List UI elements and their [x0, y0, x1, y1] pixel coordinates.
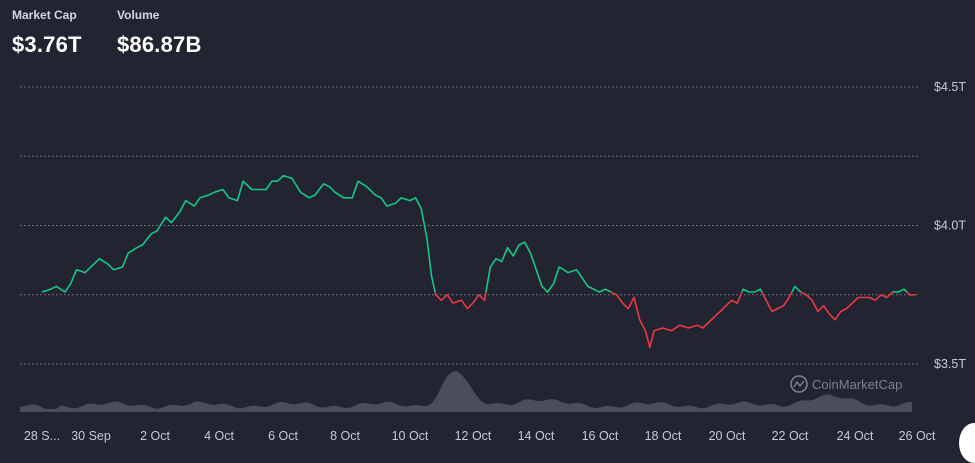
x-tick-label: 20 Oct	[709, 429, 746, 443]
x-tick-label: 8 Oct	[330, 429, 360, 443]
y-tick-label: $3.5T	[934, 357, 966, 371]
volume-value: $86.87B	[117, 32, 202, 57]
x-tick-label: 4 Oct	[204, 429, 234, 443]
price-line-down	[761, 291, 793, 313]
price-line-down	[906, 291, 916, 296]
watermark-text: CoinMarketCap	[812, 377, 902, 392]
market-cap-value: $3.76T	[12, 32, 82, 57]
volume-area	[20, 371, 912, 412]
x-tick-label: 26 Oct	[899, 429, 936, 443]
x-tick-label: 22 Oct	[772, 429, 809, 443]
price-line-up	[791, 285, 802, 293]
x-tick-label: 18 Oct	[645, 429, 682, 443]
y-tick-label: $4.5T	[934, 80, 966, 94]
coinmarketcap-logo-icon	[790, 375, 808, 393]
x-tick-label: 28 S...	[24, 429, 60, 443]
market-cap-label: Market Cap	[12, 8, 77, 22]
price-line-up	[485, 241, 612, 293]
coinmarketcap-logo-mark	[793, 380, 805, 388]
volume-label: Volume	[117, 8, 160, 22]
volume-stat: Volume $86.87B	[117, 8, 202, 58]
market-cap-stat: Market Cap $3.76T	[12, 8, 82, 58]
price-line-up	[741, 288, 763, 293]
price-line-up	[41, 174, 436, 293]
x-tick-label: 16 Oct	[582, 429, 619, 443]
market-cap-chart: $4.5T $4.0T $3.5T CoinMarketCap 28 S... 30 Se…	[20, 80, 966, 443]
y-tick-label: $4.0T	[934, 219, 966, 233]
price-line-down	[800, 291, 894, 321]
x-tick-label: 14 Oct	[518, 429, 555, 443]
x-tick-label: 10 Oct	[392, 429, 429, 443]
x-tick-label: 6 Oct	[268, 429, 298, 443]
x-tick-label: 12 Oct	[455, 429, 492, 443]
price-line-down	[610, 291, 743, 349]
x-tick-label: 30 Sep	[71, 429, 111, 443]
price-line-up	[892, 288, 908, 293]
x-tick-label: 24 Oct	[837, 429, 874, 443]
x-tick-label: 2 Oct	[140, 429, 170, 443]
price-line-down	[434, 291, 487, 310]
